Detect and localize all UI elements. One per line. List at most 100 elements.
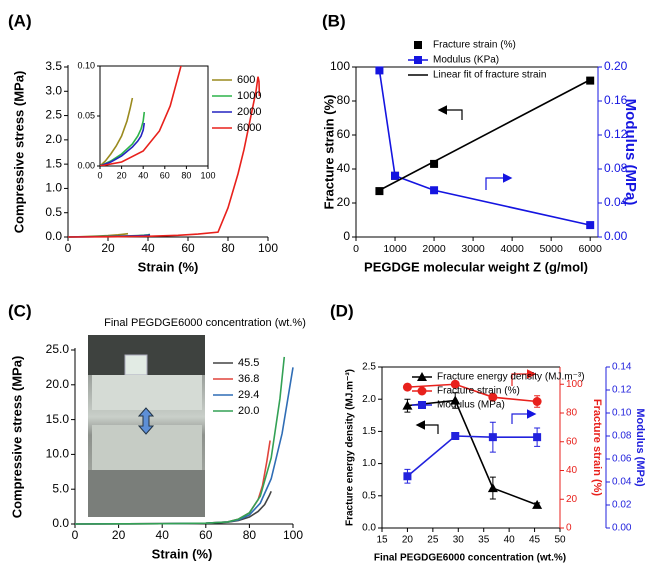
x-tick-label: 20 [402,535,414,546]
x-tick-label: 5000 [539,243,563,255]
x-tick-label: 0 [72,528,79,542]
marker [488,433,497,442]
panel-a: (A) 0 20 40 60 80 100 0.0 0.5 1.0 1.5 2.0 2.5 3.0 3.5 S… [8,11,278,274]
inset-y-tick-label: 0.10 [77,60,95,70]
legend-label: Fracture strain (%) [433,40,516,51]
panel-d: (D) 15 20 25 30 35 40 45 50 0.0 0.5 1.0 1.5 2.0 2.5 0 20… [330,301,646,563]
x-tick-label: 3000 [461,243,485,255]
y-tick-label: 1.0 [362,458,376,469]
legend-label: Fracture strain (%) [437,386,520,397]
y2ticks-tick-label: 80 [566,408,578,419]
panel-label: (C) [8,301,32,320]
x-tick-label: 2000 [422,243,446,255]
arrow [437,105,463,120]
y3ticks-tick-label: 0.10 [612,408,632,419]
y-tick-label: 2.5 [45,108,62,122]
y-tick-label: 3.0 [45,83,62,97]
marker [586,221,595,230]
legend-label: 20.0 [238,405,259,417]
x-tick-label: 100 [258,241,278,255]
marker [402,400,413,410]
x-tick-label: 25 [427,535,439,546]
arrow [511,369,537,386]
y2ticks-tick-label: 0.16 [604,93,628,107]
y-tick-label: 0.5 [45,205,62,219]
y-axis-title: Fracture strain (%) [321,95,336,210]
x-tick-label: 40 [504,535,516,546]
chart-title: Final PEGDGE6000 concentration (wt.%) [104,317,306,329]
x-tick-label: 15 [376,535,388,546]
y-tick-label: 3.5 [45,59,62,73]
marker [532,499,543,509]
legend-label: 2000 [237,106,261,118]
series-line [100,66,182,166]
x-tick-label: 100 [283,528,303,542]
marker [375,187,384,196]
legend-label: Modulus (MPa) [437,400,505,411]
y2-axis-title: Modulus (MPa) [622,99,639,206]
series-line [100,122,146,166]
panel-label: (B) [322,11,346,30]
y-tick-label: 2.0 [362,394,376,405]
x-tick-label: 40 [141,241,155,255]
legend-label: 36.8 [238,373,259,385]
y-tick-label: 2.5 [362,362,376,373]
y-tick-label: 2.0 [45,132,62,146]
x-tick-label: 4000 [500,243,524,255]
panel-label: (A) [8,11,32,30]
y2ticks-tick-label: 0 [566,523,572,534]
photo [88,335,205,517]
x-tick-label: 40 [156,528,170,542]
y-tick-label: 15.0 [46,412,70,426]
x-tick-label: 0 [65,241,72,255]
marker [417,372,427,381]
y2ticks-tick-label: 60 [566,436,578,447]
inset-x-tick-label: 60 [160,170,170,180]
marker [488,392,498,402]
y3ticks-tick-label: 0.08 [612,431,632,442]
marker [451,432,460,440]
inset-x-tick-label: 100 [200,170,215,180]
y-tick-label: 1.5 [362,426,376,437]
panel-b: (B) 0 1000 2000 3000 4000 5000 6000 0 20 40 60 80 100… [321,11,639,274]
panel-c: (C) Final PEGDGE6000 concentration (wt.%)… [8,301,306,561]
marker [414,56,422,64]
series-line [406,435,538,477]
y-tick-label: 0.5 [362,490,376,501]
series-line [67,76,261,238]
marker [450,395,461,405]
x-axis-title: Strain (%) [152,546,213,561]
y-tick-label: 0.0 [362,523,376,534]
y-tick-label: 1.5 [45,156,62,170]
y2ticks-tick-label: 0.08 [604,161,628,175]
y-axis-title: Fracture energy density (MJ.m⁻³) [345,369,356,526]
series-line [100,97,134,166]
legend-label: 45.5 [238,357,259,369]
y3ticks-tick-label: 0.02 [612,500,632,511]
y-tick-label: 40 [337,161,351,175]
y2ticks-tick-label: 40 [566,465,578,476]
y-tick-label: 0.0 [52,516,69,530]
legend-label: 29.4 [238,389,259,401]
x-tick-label: 50 [554,535,566,546]
legend-label: Modulus (KPa) [433,55,499,66]
y-tick-label: 25.0 [46,342,70,356]
marker [414,41,422,49]
x-tick-label: 1000 [383,243,407,255]
inset-frame [99,65,209,167]
inset-x-tick-label: 0 [97,170,102,180]
x-tick-label: 80 [221,241,235,255]
y-tick-label: 80 [337,93,351,107]
y3-axis-title: Modulus (MPa) [634,408,646,487]
x-tick-label: 45 [529,535,541,546]
series-line [100,111,146,166]
series-line [407,399,538,506]
series-line [74,356,286,525]
y-tick-label: 1.0 [45,181,62,195]
marker [402,382,412,392]
y-tick-label: 0.0 [45,229,62,243]
x-tick-label: 0 [353,243,359,255]
marker [391,171,400,180]
x-tick-label: 20 [101,241,115,255]
